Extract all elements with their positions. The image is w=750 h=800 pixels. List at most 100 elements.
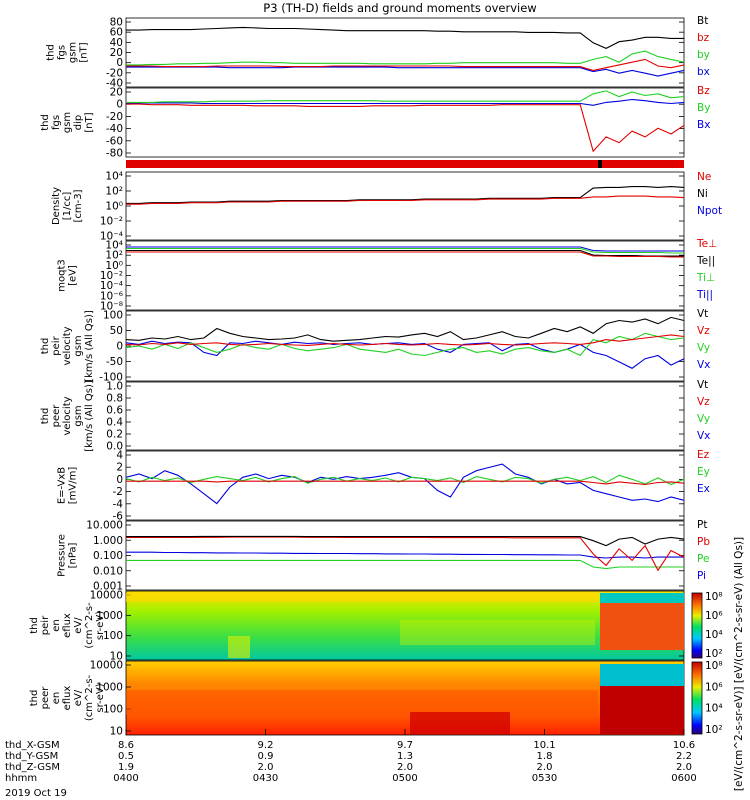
y-tick-label: 10⁻⁶ [100,290,123,302]
series-vt-line [125,316,685,342]
y-tick-label: 50 [110,325,123,337]
y-axis-label: (cm^2-s- [84,602,95,649]
y-axis-label: gsm [73,405,84,426]
series-bt-line [126,26,684,50]
y-tick-label: 10000 [90,660,123,672]
colorbar-tick: 10⁶ [705,681,723,693]
legend-te: Te|| [696,255,715,267]
spectrogram-detail [126,593,684,734]
y-tick-label: 10⁻² [100,270,123,282]
legend-pe: Pe [697,553,709,565]
y-tick-label: 10000 [90,590,123,602]
y-tick-label: 10⁻² [100,216,123,228]
series-ne-line [126,195,685,205]
legend-by: by [697,49,710,61]
y-tick-label: -60 [106,135,123,147]
colorbar-top [691,592,703,659]
y-axis-label: peir [51,335,62,355]
y-tick-label: 0 [116,341,123,353]
y-tick-label: -40 [106,123,123,135]
series-pt-line [126,535,685,547]
panel-frame [125,450,685,521]
y-tick-label: 0.6 [106,405,123,417]
y-tick-label: -2 [113,486,123,498]
colorbar-tick: 10² [705,648,723,660]
series-vz-line [125,334,685,346]
legend-pb: Pb [697,536,710,548]
x-tick-value: 2.0 [397,762,413,773]
y-tick-label: 100 [103,310,123,322]
series-by-line [126,50,685,66]
y-axis-label: Pressure [57,534,68,577]
y-tick-label: -80 [106,148,123,160]
x-tick-value: 0.5 [118,751,134,762]
colorbar-tick: 10⁴ [705,703,723,715]
series-bz-line [126,103,685,153]
y-tick-label: 0.2 [106,429,123,441]
legend-vy: Vy [697,342,710,354]
colorbar-bottom [691,661,703,735]
y-axis-label: thd [40,408,51,425]
y-tick-label: 10 [110,726,123,738]
y-tick-label: 10⁴ [105,171,123,183]
y-axis-label: (cm^2-s- [84,674,95,721]
y-tick-label: 10.000 [86,520,123,532]
panel-frame [125,310,685,382]
y-axis-label: sr-eV) [95,611,106,640]
x-tick-value: 0.9 [258,751,274,762]
x-tick-value: 0430 [253,773,278,784]
series-bz-line [126,58,685,71]
y-tick-label: 40 [110,37,123,49]
panel-5: 100 50 0 -50 -100 thd peir velocity gsm [km/s (Al… [40,308,710,384]
y-tick-label: 10⁰ [105,201,123,213]
y-axis-label: gsm [73,335,84,356]
legend-npot: Npot [697,205,722,217]
x-tick-value: 9.7 [397,740,413,751]
legend-pi: Pi [697,570,706,582]
series-ey-line [125,474,685,486]
x-tick-value: 9.2 [258,740,274,751]
date-label: 2019 Oct 19 [5,788,67,799]
legend-vy: Vy [697,413,710,425]
y-axis-label: thd [40,114,51,131]
y-tick-label: -6 [113,511,124,523]
panel-7: 420-2-4-6 E=-VxB [mV/m] Ez Ey Ex [57,449,710,523]
panel-9: 10000 1000 100 10 thd peir en eflux eV/(cm^2-s-s… [29,590,685,663]
x-tick-value: 0530 [532,773,557,784]
colorbar-tick: 10⁶ [705,610,723,622]
series-bx-line [126,98,685,106]
x-tick-value: 2.0 [676,762,692,773]
y-tick-label: 1000 [96,610,123,622]
colorbar-label: [eV/(cm^2-s-sr-eV)] [eV/(cm^2-s-sr-eV) (… [733,537,745,791]
y-tick-label: 0.001 [93,581,123,593]
series-pb-line [126,536,685,572]
x-tick-value: 2.0 [537,762,553,773]
x-tick-value: 1.8 [537,751,553,762]
y-axis-label: thd [46,44,57,61]
coverage-bar [126,160,684,168]
legend-pt: Pt [697,519,707,531]
y-axis-label: peir [40,615,51,635]
y-axis-label: velocity [62,326,73,365]
y-axis-label: fgs [57,45,68,60]
y-axis-label: eV/ [73,617,84,634]
legend-ez: Ez [697,449,710,461]
series-vy-line [125,332,685,357]
y-tick-label: -20 [106,111,123,123]
legend-bz: bz [697,32,710,44]
legend-vt: Vt [697,379,708,391]
series-vx-line [125,340,685,369]
y-axis-label: [nT] [79,42,90,62]
y-axis-label: [1/cc] [62,192,73,221]
y-axis-label: en [51,619,62,632]
y-tick-label: 10⁻⁴ [100,231,123,243]
y-tick-label: 0 [116,99,123,111]
y-axis-label: [cm-3] [73,189,84,222]
y-axis-label: [nT] [84,112,95,132]
y-tick-label: 10² [105,186,123,198]
legend-ti: Ti⊥ [696,272,715,284]
y-axis-label: sr-eV) [95,683,106,712]
panel-3: 10⁴ 10² 10⁰ 10⁻² 10⁻⁴ Density [1/cc] [cm-3] Ne Ni… [51,171,722,243]
colorbar-tick: 10⁴ [705,629,723,641]
